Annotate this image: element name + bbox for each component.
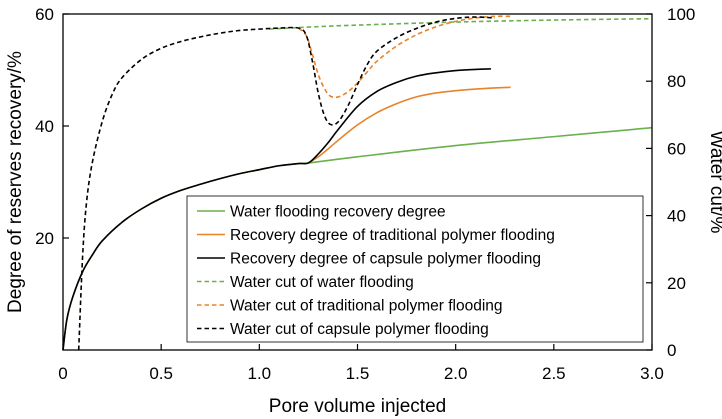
y-right-axis-title: Water cut/% — [706, 131, 722, 234]
series-line-water-cut-of-water-flooding — [269, 17, 653, 30]
y-left-tick-label: 40 — [35, 117, 54, 136]
x-tick-label: 1.0 — [248, 364, 272, 383]
legend-box — [186, 195, 644, 343]
y-right-tick-label: 100 — [667, 5, 695, 24]
y-right-tick-label: 0 — [667, 341, 676, 360]
y-right-tick-label: 40 — [667, 207, 686, 226]
legend-label-recovery-degree-of-traditional-polymer-flooding: Recovery degree of traditional polymer f… — [230, 227, 555, 244]
legend: Water flooding recovery degree Recovery d… — [186, 195, 644, 343]
x-tick-label: 2.0 — [444, 364, 468, 383]
x-tick-label: 0.5 — [149, 364, 173, 383]
x-tick-label: 3.0 — [640, 364, 664, 383]
legend-label-water-cut-of-traditional-polymer-flooding: Water cut of traditional polymer floodin… — [230, 298, 503, 315]
x-tick-label: 2.5 — [542, 364, 566, 383]
y-left-tick-label: 20 — [35, 229, 54, 248]
legend-label-water-cut-of-capsule-polymer-flooding: Water cut of capsule polymer flooding — [230, 321, 489, 338]
legend-label-water-cut-of-water-flooding: Water cut of water flooding — [230, 274, 414, 291]
y-left-axis-title: Degree of reserves recovery/% — [5, 51, 26, 313]
ticks-layer: 0 0.5 1.0 1.5 2.0 2.5 3.0 20 40 60 0 20 40 60 80 100 — [35, 5, 695, 383]
series-layer — [62, 15, 653, 351]
y-right-tick-label: 20 — [667, 274, 686, 293]
x-axis-title: Pore volume injected — [269, 396, 446, 417]
series-line-recovery-degree-of-capsule-polymer-flooding — [62, 68, 492, 351]
legend-label-recovery-degree-of-capsule-polymer-flooding: Recovery degree of capsule polymer flood… — [230, 251, 541, 268]
series-line-water-cut-of-capsule-polymer-flooding — [77, 16, 495, 351]
y-left-tick-label: 60 — [35, 5, 54, 24]
series-line-water-cut-of-traditional-polymer-flooding — [298, 15, 511, 99]
x-tick-label: 0 — [58, 364, 67, 383]
y-right-tick-label: 60 — [667, 139, 686, 158]
series-line-recovery-degree-of-traditional-polymer-flooding — [307, 86, 511, 164]
x-tick-label: 1.5 — [346, 364, 370, 383]
legend-label-water-flooding-recovery-degree: Water flooding recovery degree — [230, 204, 446, 221]
y-right-tick-label: 80 — [667, 72, 686, 91]
